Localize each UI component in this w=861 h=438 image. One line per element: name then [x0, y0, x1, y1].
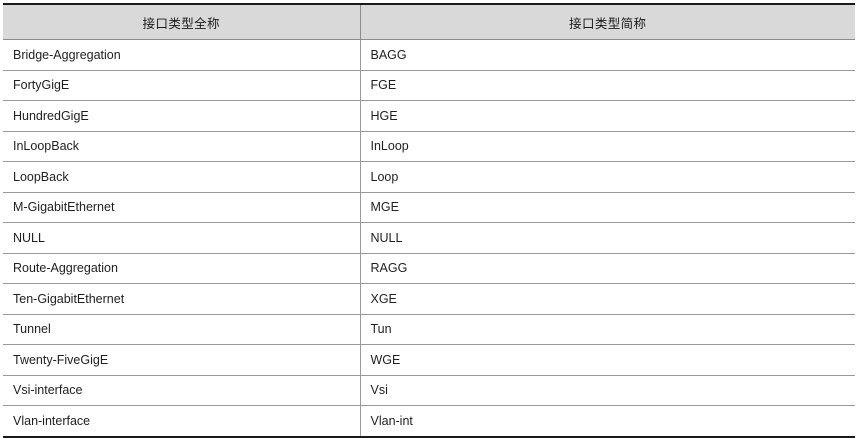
- table-row: M-GigabitEthernet MGE: [3, 192, 855, 223]
- table-row: Vlan-interface Vlan-int: [3, 405, 855, 437]
- table-row: LoopBack Loop: [3, 161, 855, 193]
- cell-full-name: Vsi-interface: [3, 375, 360, 406]
- cell-full-name: Route-Aggregation: [3, 253, 360, 284]
- column-header-full-name: 接口类型全称: [3, 4, 360, 40]
- table-row: InLoopBack InLoop: [3, 131, 855, 162]
- table-row: Tunnel Tun: [3, 314, 855, 345]
- table-row: Ten-GigabitEthernet XGE: [3, 283, 855, 315]
- cell-short-name: Tun: [359, 314, 855, 345]
- table-header-row: 接口类型全称 接口类型简称: [3, 4, 855, 40]
- cell-short-name: MGE: [359, 192, 855, 223]
- table-row: Vsi-interface Vsi: [3, 375, 855, 406]
- cell-short-name: Vlan-int: [359, 405, 855, 437]
- table-body: Bridge-Aggregation BAGG FortyGigE FGE Hu…: [3, 39, 855, 437]
- cell-full-name: NULL: [3, 222, 360, 254]
- cell-full-name: FortyGigE: [3, 70, 360, 101]
- cell-short-name: BAGG: [359, 39, 855, 71]
- cell-full-name: M-GigabitEthernet: [3, 192, 360, 223]
- cell-full-name: Vlan-interface: [3, 405, 360, 437]
- cell-short-name: RAGG: [359, 253, 855, 284]
- cell-full-name: Bridge-Aggregation: [3, 39, 360, 71]
- cell-short-name: WGE: [359, 344, 855, 376]
- table-row: Route-Aggregation RAGG: [3, 253, 855, 284]
- cell-short-name: Vsi: [359, 375, 855, 406]
- table-row: FortyGigE FGE: [3, 70, 855, 101]
- page-root: 接口类型全称 接口类型简称 Bridge-Aggregation BAGG Fo…: [3, 3, 855, 438]
- cell-full-name: InLoopBack: [3, 131, 360, 162]
- table-row: Twenty-FiveGigE WGE: [3, 344, 855, 376]
- interface-type-table: 接口类型全称 接口类型简称 Bridge-Aggregation BAGG Fo…: [3, 3, 855, 438]
- cell-short-name: HGE: [359, 100, 855, 132]
- cell-short-name: InLoop: [359, 131, 855, 162]
- column-header-short-name: 接口类型简称: [359, 4, 855, 40]
- cell-full-name: HundredGigE: [3, 100, 360, 132]
- table-row: Bridge-Aggregation BAGG: [3, 39, 855, 71]
- cell-full-name: Twenty-FiveGigE: [3, 344, 360, 376]
- table-row: HundredGigE HGE: [3, 100, 855, 132]
- cell-short-name: FGE: [359, 70, 855, 101]
- cell-full-name: Tunnel: [3, 314, 360, 345]
- cell-short-name: XGE: [359, 283, 855, 315]
- cell-short-name: NULL: [359, 222, 855, 254]
- table-row: NULL NULL: [3, 222, 855, 254]
- table-header: 接口类型全称 接口类型简称: [3, 4, 855, 40]
- cell-short-name: Loop: [359, 161, 855, 193]
- cell-full-name: LoopBack: [3, 161, 360, 193]
- cell-full-name: Ten-GigabitEthernet: [3, 283, 360, 315]
